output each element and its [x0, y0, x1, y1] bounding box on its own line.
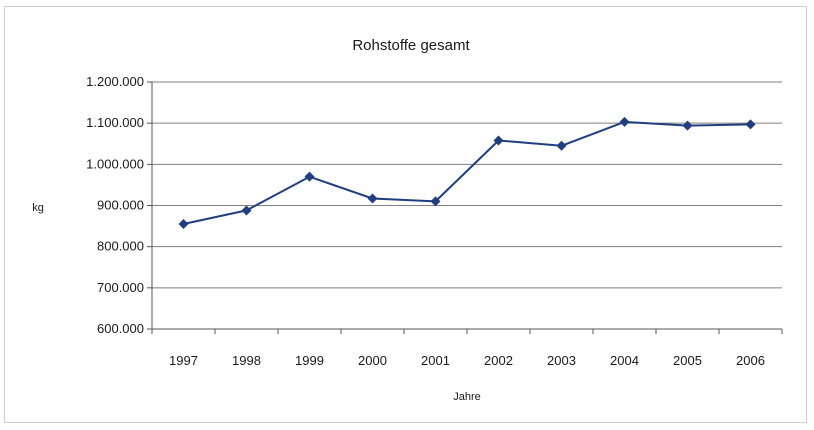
- y-tick-label: 1.200.000: [86, 74, 144, 89]
- y-tick-label: 1.100.000: [86, 115, 144, 130]
- data-point: [745, 119, 756, 130]
- x-tick-label: 2006: [736, 353, 765, 368]
- series-group: [178, 116, 756, 230]
- x-tick-label: 1999: [295, 353, 324, 368]
- data-point: [241, 205, 252, 216]
- x-tick-label: 1997: [169, 353, 198, 368]
- data-point: [619, 116, 630, 127]
- series-line: [183, 120, 751, 225]
- y-tick-label: 600.000: [97, 321, 144, 336]
- x-tick-label: 2001: [421, 353, 450, 368]
- x-tick-label: 2004: [610, 353, 639, 368]
- data-point: [367, 193, 378, 204]
- x-axis-label: Jahre: [453, 391, 481, 403]
- y-tick-label: 900.000: [97, 198, 144, 213]
- data-point: [493, 135, 504, 146]
- axes: [151, 82, 783, 334]
- data-point: [556, 140, 567, 151]
- x-tick-label: 2005: [673, 353, 702, 368]
- chart-title: Rohstoffe gesamt: [352, 37, 470, 54]
- gridlines: [147, 81, 782, 330]
- y-tick-label: 800.000: [97, 239, 144, 254]
- y-axis-label: kg: [32, 202, 44, 214]
- data-point: [178, 219, 189, 230]
- chart-frame: [4, 6, 807, 423]
- x-tick-label: 2000: [358, 353, 387, 368]
- data-point: [304, 171, 315, 182]
- y-tick-label: 1.000.000: [86, 156, 144, 171]
- x-tick-label: 1998: [232, 353, 261, 368]
- x-tick-label: 2002: [484, 353, 513, 368]
- data-point: [430, 196, 441, 207]
- y-tick-labels: 600.000 700.000 800.000 900.000 1.000.000 1.1…: [86, 74, 144, 336]
- data-point: [682, 120, 693, 131]
- y-tick-label: 700.000: [97, 280, 144, 295]
- x-tick-labels: 1997 1998 1999 2000 2001 2002 2003 2004 2005 2006: [169, 353, 765, 368]
- x-tick-label: 2003: [547, 353, 576, 368]
